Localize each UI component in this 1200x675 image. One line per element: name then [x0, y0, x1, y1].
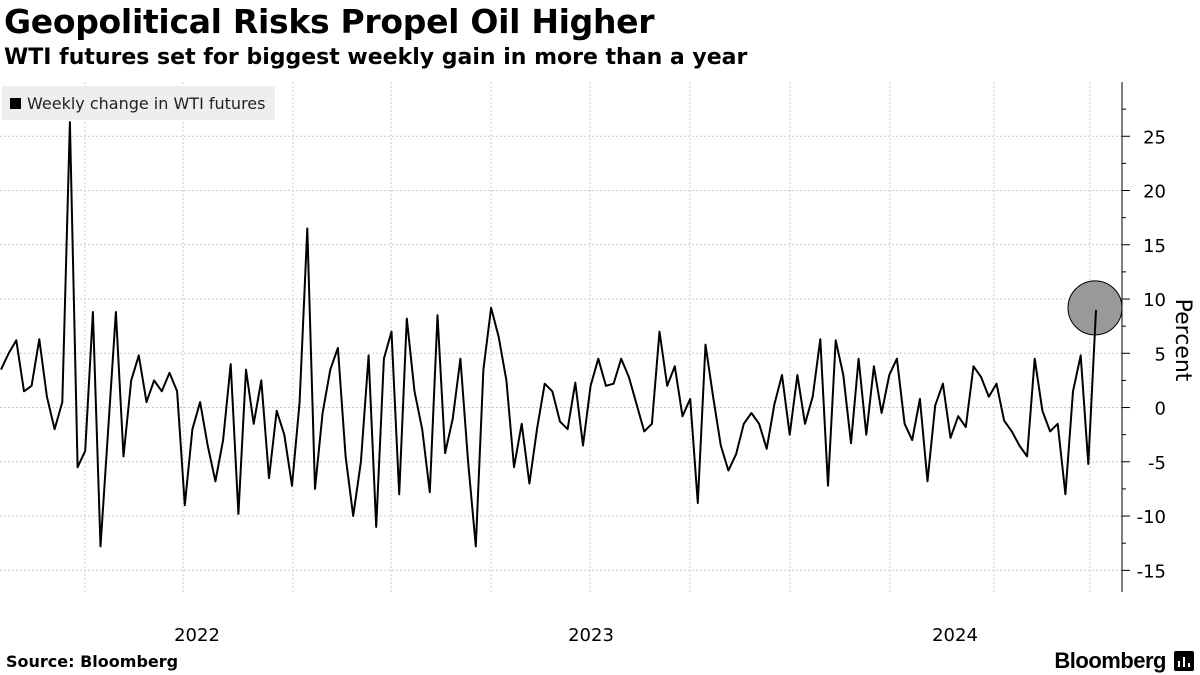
y-tick-label: -5 [1148, 453, 1166, 474]
legend-label: Weekly change in WTI futures [27, 93, 266, 113]
series-line [0, 121, 1097, 548]
y-tick-label: 10 [1143, 290, 1166, 311]
y-tick-label: 0 [1155, 399, 1166, 420]
legend-swatch [10, 97, 21, 109]
y-tick-label: 25 [1143, 127, 1166, 148]
y-tick-label: 15 [1143, 236, 1166, 257]
chart-subtitle: WTI futures set for biggest weekly gain … [4, 45, 748, 70]
x-tick-label: 2024 [932, 625, 978, 646]
bloomberg-logo: Bloomberg [1054, 648, 1166, 673]
chart-title: Geopolitical Risks Propel Oil Higher [4, 2, 655, 41]
x-tick-label: 2023 [568, 625, 614, 646]
y-axis-title: Percent [1170, 299, 1195, 382]
x-tick-label: 2022 [174, 625, 220, 646]
y-tick-label: -15 [1137, 561, 1166, 582]
y-tick-label: -10 [1137, 507, 1166, 528]
source-note: Source: Bloomberg [6, 652, 179, 671]
legend: Weekly change in WTI futures [2, 86, 276, 120]
y-tick-label: 5 [1155, 344, 1166, 365]
bloomberg-terminal-icon [1174, 651, 1194, 671]
y-tick-label: 20 [1143, 182, 1166, 203]
